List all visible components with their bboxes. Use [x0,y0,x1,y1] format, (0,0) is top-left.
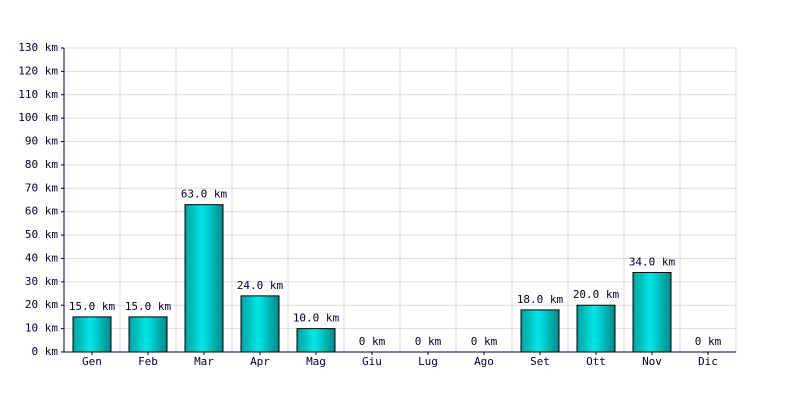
bar [184,204,224,353]
y-tick-label: 20 km [25,298,58,311]
bar [296,328,336,353]
value-label: 0 km [471,335,498,348]
value-label: 15.0 km [69,300,116,313]
y-tick-label: 40 km [25,251,58,264]
bar [128,316,168,353]
value-label: 34.0 km [629,255,676,268]
y-tick-label: 130 km [18,41,58,54]
value-label: 0 km [359,335,386,348]
x-tick-label: Giu [362,355,382,368]
x-tick-label: Lug [418,355,438,368]
y-tick-label: 120 km [18,64,58,77]
y-tick-label: 110 km [18,88,58,101]
bar [520,309,560,353]
value-label: 24.0 km [237,279,284,292]
value-label: 0 km [695,335,722,348]
value-label: 18.0 km [517,293,564,306]
value-label: 15.0 km [125,300,172,313]
value-label: 0 km [415,335,442,348]
y-tick-label: 60 km [25,205,58,218]
bar [240,295,280,353]
y-tick-label: 90 km [25,135,58,148]
y-tick-label: 30 km [25,275,58,288]
value-label: 20.0 km [573,288,620,301]
x-tick-label: Ott [586,355,606,368]
x-tick-label: Ago [474,355,494,368]
value-label: 10.0 km [293,312,340,325]
bar [72,316,112,353]
value-label: 63.0 km [181,188,228,201]
x-tick-label: Mar [194,355,214,368]
x-tick-label: Apr [250,355,270,368]
bar [576,304,616,353]
x-tick-label: Gen [82,355,102,368]
x-tick-label: Mag [306,355,326,368]
y-tick-label: 80 km [25,158,58,171]
y-tick-label: 100 km [18,111,58,124]
y-tick-label: 70 km [25,181,58,194]
y-tick-label: 10 km [25,322,58,335]
x-tick-label: Set [530,355,550,368]
x-tick-label: Dic [698,355,718,368]
y-tick-label: 50 km [25,228,58,241]
bar [632,271,672,353]
x-tick-label: Nov [642,355,662,368]
y-tick-label: 0 km [32,345,59,358]
x-tick-label: Feb [138,355,158,368]
